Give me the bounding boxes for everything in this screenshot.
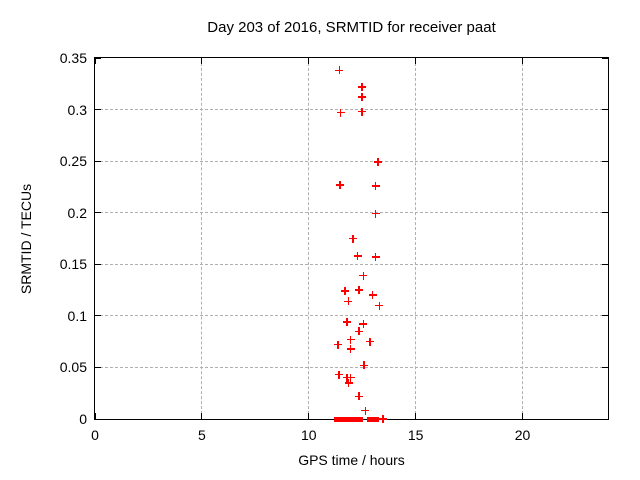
y-tick-mark: [95, 418, 101, 420]
gridline-horizontal: [95, 263, 608, 265]
x-tick-mark: [94, 413, 96, 419]
data-point-marker: [353, 252, 362, 261]
y-tick-mark: [602, 57, 608, 59]
y-tick-mark: [95, 109, 101, 111]
y-tick-mark: [95, 57, 101, 59]
plot-area: [94, 57, 609, 423]
data-point-marker: [373, 158, 382, 167]
y-tick-mark: [602, 212, 608, 214]
gridline-horizontal: [95, 315, 608, 317]
gridline-horizontal: [95, 109, 608, 111]
data-point-marker: [346, 335, 355, 344]
y-tick-mark: [95, 315, 101, 317]
y-tick-mark: [95, 160, 101, 162]
data-point-marker: [341, 287, 350, 296]
data-point-marker: [366, 337, 375, 346]
y-tick-mark: [95, 212, 101, 214]
data-point-marker: [355, 327, 364, 336]
x-tick-mark: [415, 413, 417, 419]
gridline-vertical: [201, 58, 203, 419]
x-tick-label: 20: [514, 427, 531, 443]
gridline-horizontal: [95, 212, 608, 214]
x-axis-label: GPS time / hours: [298, 452, 405, 468]
data-point-marker: [368, 291, 377, 300]
data-point-marker: [344, 297, 353, 306]
y-tick-mark: [602, 418, 608, 420]
chart-title: Day 203 of 2016, SRMTID for receiver paa…: [207, 19, 496, 36]
data-point-marker: [359, 320, 368, 329]
y-tick-mark: [602, 366, 608, 368]
data-point-marker: [357, 93, 366, 102]
y-tick-mark: [95, 263, 101, 265]
x-tick-label: 15: [407, 427, 424, 443]
zero-value-run: [366, 416, 380, 422]
y-tick-label: 0.35: [59, 50, 87, 66]
y-tick-mark: [602, 109, 608, 111]
data-point-marker: [378, 415, 387, 423]
y-tick-label: 0.15: [59, 256, 87, 273]
data-point-marker: [359, 361, 368, 370]
data-point-marker: [335, 180, 344, 189]
x-tick-mark: [522, 58, 523, 64]
data-point-marker: [355, 392, 364, 401]
data-point-marker: [336, 108, 345, 117]
data-point-marker: [357, 82, 366, 91]
y-tick-mark: [602, 315, 608, 317]
gridline-vertical: [522, 58, 523, 419]
data-point-marker: [357, 107, 366, 116]
gridline-vertical: [415, 58, 417, 419]
data-point-marker: [359, 271, 368, 280]
x-tick-mark: [201, 413, 203, 419]
x-tick-label: 0: [91, 427, 99, 443]
gridline-horizontal: [95, 366, 608, 368]
y-tick-label: 0.05: [59, 359, 87, 376]
x-tick-mark: [415, 58, 417, 64]
x-tick-mark: [522, 413, 523, 419]
x-tick-mark: [308, 413, 310, 419]
x-tick-label: 5: [197, 427, 206, 443]
data-point-marker: [335, 370, 344, 379]
x-tick-mark: [308, 58, 310, 64]
y-tick-label: 0: [79, 411, 87, 427]
y-tick-mark: [95, 366, 101, 368]
data-point-marker: [371, 181, 380, 190]
data-point-marker: [344, 378, 353, 387]
y-tick-label: 0.2: [67, 204, 87, 221]
data-point-marker: [334, 340, 343, 349]
gridline-horizontal: [95, 160, 608, 162]
data-point-marker: [375, 301, 384, 310]
y-tick-mark: [602, 263, 608, 265]
y-tick-label: 0.3: [67, 101, 87, 118]
data-point-marker: [346, 373, 355, 382]
data-point-marker: [335, 66, 344, 75]
data-point-marker: [371, 253, 380, 262]
y-axis-label: SRMTID / TECUs: [18, 183, 34, 295]
data-point-marker: [371, 209, 380, 218]
x-tick-label: 10: [300, 427, 317, 443]
data-point-marker: [361, 406, 370, 415]
y-tick-label: 0.25: [59, 153, 87, 170]
data-point-marker: [343, 318, 352, 327]
y-tick-mark: [602, 160, 608, 162]
data-point-marker: [348, 234, 357, 243]
data-point-marker: [355, 286, 364, 295]
x-tick-mark: [94, 58, 96, 64]
data-point-marker: [346, 344, 355, 353]
gridline-vertical: [308, 58, 310, 419]
x-tick-mark: [201, 58, 203, 64]
y-tick-label: 0.1: [67, 307, 87, 324]
zero-value-run: [334, 416, 363, 422]
